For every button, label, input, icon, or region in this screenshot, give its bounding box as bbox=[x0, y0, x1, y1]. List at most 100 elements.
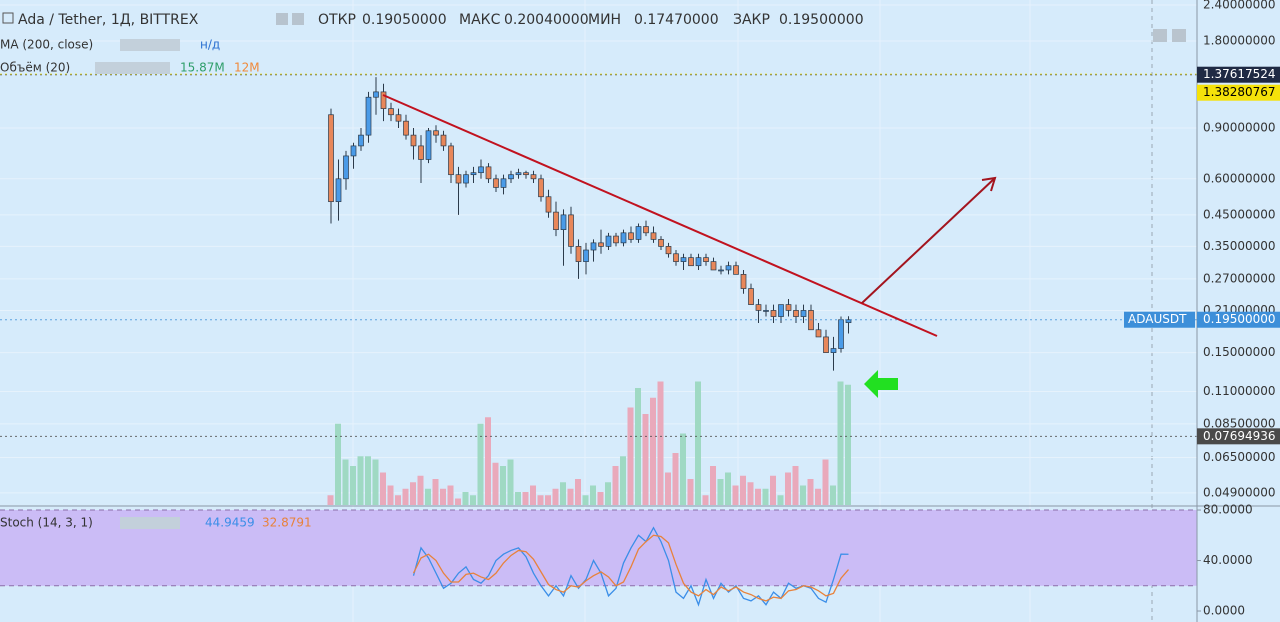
candle-body bbox=[418, 145, 424, 160]
ma-value: н/д bbox=[200, 38, 220, 52]
candle-body bbox=[448, 145, 454, 176]
volume-bar bbox=[590, 485, 596, 505]
stoch-tick-label: 0.0000 bbox=[1203, 604, 1245, 618]
volume-bar bbox=[635, 388, 641, 505]
volume-bar bbox=[552, 488, 559, 505]
symbol-title: Ada / Tether, 1Д, BITTREX bbox=[18, 12, 199, 28]
candle-body bbox=[493, 178, 499, 188]
candle-body bbox=[710, 261, 717, 271]
arrow-line[interactable] bbox=[861, 177, 996, 304]
volume-bar bbox=[710, 466, 716, 505]
candle-body bbox=[500, 178, 507, 188]
volume-bar bbox=[672, 453, 679, 505]
volume-bar bbox=[492, 462, 499, 505]
volume-bar bbox=[327, 495, 334, 505]
volume-bar bbox=[380, 472, 386, 505]
candle-body bbox=[740, 274, 747, 289]
collapse-icon[interactable] bbox=[2, 12, 14, 24]
tool-icons[interactable] bbox=[95, 62, 170, 74]
volume-bar bbox=[612, 466, 619, 505]
volume-bar bbox=[537, 495, 544, 505]
candle-body bbox=[703, 257, 709, 262]
candle-body bbox=[658, 239, 664, 247]
volume-ma-value: 12M bbox=[234, 61, 260, 75]
volume-bar bbox=[425, 488, 431, 505]
candle-body bbox=[785, 304, 792, 311]
volume-bar bbox=[342, 459, 349, 505]
pane-button[interactable] bbox=[1153, 29, 1167, 42]
price-label: 1.38280767 bbox=[1203, 85, 1276, 99]
tool-icons[interactable] bbox=[120, 517, 180, 529]
candle-body bbox=[358, 134, 364, 147]
y-tick-label: 0.11000000 bbox=[1203, 384, 1276, 398]
volume-bar bbox=[410, 482, 416, 505]
candle-body bbox=[365, 96, 372, 136]
ohlc-label: ЗАКР bbox=[733, 12, 770, 28]
volume-bar bbox=[800, 485, 806, 505]
arrow-head bbox=[981, 176, 997, 192]
volume-bar bbox=[680, 433, 686, 505]
candle-body bbox=[380, 91, 387, 109]
candle-body bbox=[433, 130, 439, 136]
volume-bar bbox=[575, 479, 581, 505]
volume-legend: Объём (20) bbox=[0, 61, 70, 75]
candle-body bbox=[590, 242, 597, 251]
candle-body bbox=[733, 265, 739, 275]
candle-body bbox=[845, 319, 852, 324]
ohlc-label: МИН bbox=[588, 12, 621, 28]
candle-body bbox=[440, 134, 447, 147]
volume-bar bbox=[792, 466, 799, 505]
candle-body bbox=[598, 242, 604, 247]
pane-button[interactable] bbox=[1172, 29, 1186, 42]
candle-body bbox=[628, 232, 634, 240]
y-tick-label: 0.60000000 bbox=[1203, 171, 1276, 185]
green-arrow[interactable] bbox=[864, 370, 898, 398]
stoch-line bbox=[412, 534, 849, 602]
candle-body bbox=[770, 310, 777, 317]
y-tick-label: 0.90000000 bbox=[1203, 120, 1276, 134]
symbol-label: ADAUSDT bbox=[1128, 312, 1187, 326]
y-tick-label: 1.80000000 bbox=[1203, 34, 1276, 48]
volume-bar bbox=[770, 475, 776, 505]
volume-bar bbox=[440, 488, 446, 505]
candle-body bbox=[478, 166, 484, 174]
labels: 2.40000000 1.80000000 0.90000000 0.60000000… bbox=[1124, 0, 1280, 618]
volume-bar bbox=[785, 472, 791, 505]
volume-bar bbox=[627, 407, 634, 505]
candle-body bbox=[635, 226, 642, 240]
tool-icon[interactable] bbox=[292, 13, 304, 25]
tool-icon[interactable] bbox=[276, 13, 288, 25]
volume-bar bbox=[702, 495, 709, 505]
volume-bar bbox=[395, 495, 401, 505]
candle-body bbox=[568, 214, 574, 247]
volume-bar bbox=[500, 466, 506, 505]
trend-line[interactable] bbox=[382, 94, 938, 337]
volume-bar bbox=[582, 495, 589, 505]
stoch-legend: Stoch (14, 3, 1) bbox=[0, 516, 93, 530]
volume-bar bbox=[837, 381, 844, 505]
volume-bar bbox=[417, 475, 424, 505]
volume-bar bbox=[515, 492, 521, 505]
tool-icons[interactable] bbox=[120, 39, 180, 51]
ohlc-value: 0.19500000 bbox=[779, 12, 864, 28]
volume-bar bbox=[597, 492, 604, 505]
candle-body bbox=[425, 130, 432, 160]
volume-bar bbox=[387, 485, 394, 505]
y-tick-label: 0.35000000 bbox=[1203, 239, 1276, 253]
volume-bar bbox=[807, 479, 814, 505]
candle-body bbox=[395, 114, 402, 122]
y-tick-label: 0.04900000 bbox=[1203, 485, 1276, 499]
volume-bar bbox=[567, 488, 574, 505]
candle-body bbox=[680, 257, 687, 262]
candle-body bbox=[328, 114, 334, 203]
candle-body bbox=[545, 196, 552, 213]
price-label-bg bbox=[1197, 311, 1280, 328]
candle-body bbox=[508, 174, 514, 180]
volume-bar bbox=[522, 492, 529, 505]
candle-body bbox=[605, 235, 612, 247]
candle-body bbox=[613, 235, 619, 244]
candle-body bbox=[830, 348, 837, 353]
price-label: 0.19500000 bbox=[1203, 312, 1276, 326]
volume-value: 15.87M bbox=[180, 61, 225, 75]
